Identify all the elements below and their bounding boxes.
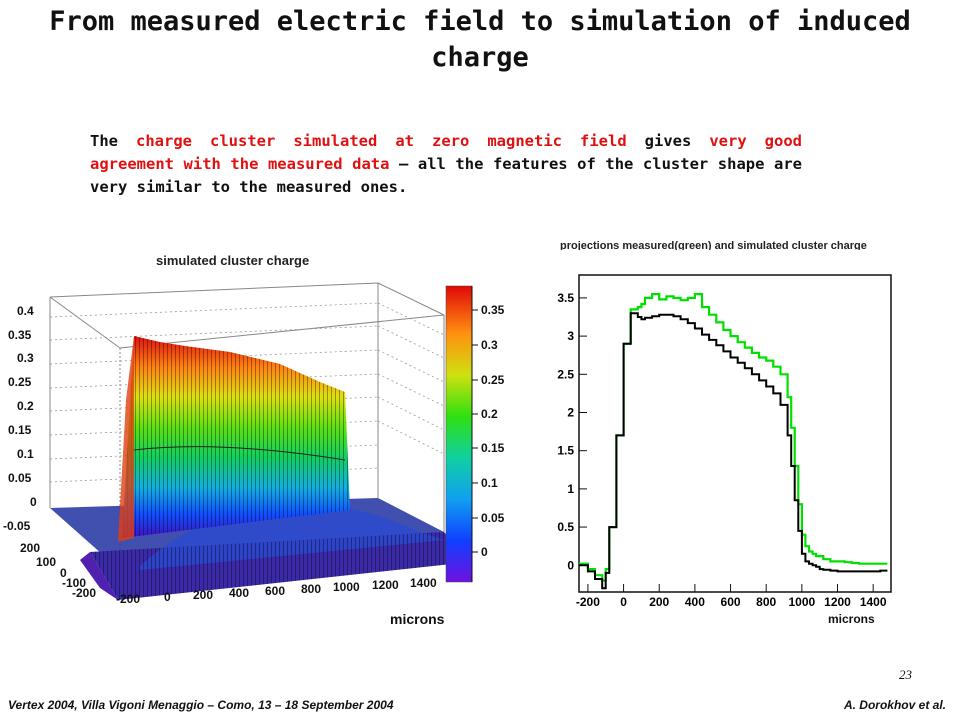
y-tick-label: 3.5 (557, 291, 574, 305)
surface-grid (49, 302, 445, 483)
color-palette (445, 285, 473, 583)
surface-zaxis-label: 0.35 (8, 328, 32, 342)
surface-yaxis-label: -100 (62, 576, 87, 590)
page-number: 23 (899, 667, 912, 682)
projection-chart: 3.5 3 2.5 2 1.5 1 0.5 0 -200 0 200 400 600 800 1000 120… (540, 250, 920, 630)
x-tick-label: 200 (649, 595, 669, 609)
surface-zaxis-label: 0.05 (8, 471, 32, 485)
y-tick-label: 0 (567, 558, 574, 572)
simulated-series-line (579, 312, 888, 590)
surface-frame (49, 282, 445, 560)
surface-yaxis-label: 100 (36, 555, 57, 569)
surface-zaxis-label: 0 (30, 495, 37, 509)
y-tick-label: 1 (567, 482, 574, 496)
para-highlight-1: charge cluster simulated at zero magneti… (136, 132, 627, 150)
surface-xaxis-label: 1200 (372, 578, 399, 592)
footer-authors: A. Dorokhov et al. (843, 698, 946, 712)
surface-xaxis-title: microns (390, 611, 445, 627)
para-highlight-2: very good agreement with the measured da… (90, 132, 802, 173)
x-tick-label: 1200 (824, 595, 851, 609)
surface-yaxis-label: -200 (72, 586, 97, 600)
palette-axis (471, 286, 478, 582)
surface-zaxis-label: 0.2 (17, 399, 34, 413)
palette-label: 0.35 (481, 303, 505, 317)
surface-xaxis-label: 800 (301, 582, 322, 596)
surface-zaxis-label: -0.05 (3, 519, 31, 533)
y-tick-label: 3 (567, 329, 574, 343)
surface-zaxis-label: 0.3 (17, 351, 34, 365)
surface-zaxis-label: 0.15 (8, 423, 32, 437)
surface-xaxis-label: 200 (193, 588, 214, 602)
surface-xaxis-label: 1400 (410, 576, 437, 590)
surface-xaxis-label: 1000 (333, 580, 360, 594)
surface-yaxis-label: 200 (20, 541, 41, 555)
palette-label: 0.3 (481, 338, 498, 352)
y-tick-label: 1.5 (557, 444, 574, 458)
surface-charge-slab-stripes (122, 336, 350, 538)
surface-zaxis-label: 0.4 (17, 304, 34, 318)
surface-plot (49, 282, 478, 600)
description-paragraph: The charge cluster simulated at zero mag… (90, 130, 802, 199)
x-tick-label: 1000 (789, 595, 816, 609)
surface-zaxis-label: 0.25 (8, 375, 32, 389)
surface-front-bars (90, 532, 470, 600)
x-tick-label: -200 (576, 595, 600, 609)
palette-label: 0 (481, 545, 488, 559)
para-part-1: The (90, 132, 137, 150)
projection-xaxis-title: microns (828, 612, 875, 626)
surface-yaxis-label: 0 (60, 566, 67, 580)
palette-label: 0.25 (481, 373, 505, 387)
palette-label: 0.2 (481, 407, 498, 421)
surface-zaxis-label: 0.1 (17, 447, 34, 461)
palette-label: 0.1 (481, 476, 498, 490)
palette-label: 0.15 (481, 441, 505, 455)
surface-floor-side (80, 552, 118, 600)
right-chart-title: projections measured(green) and simulate… (560, 240, 867, 252)
y-tick-label: 2 (567, 405, 574, 419)
slide-title: From measured electric field to simulati… (49, 6, 911, 73)
surface-charge-side (118, 336, 134, 542)
chart-axes: 3.5 3 2.5 2 1.5 1 0.5 0 -200 0 200 400 600 800 1000 120… (557, 291, 887, 609)
plot-frame (578, 274, 892, 593)
para-part-3: gives (626, 132, 710, 150)
x-tick-label: 600 (721, 595, 741, 609)
surface-contour (133, 446, 346, 461)
x-tick-label: 1400 (860, 595, 887, 609)
y-tick-label: 0.5 (557, 520, 574, 534)
para-part-5: – all the features of the cluster shape … (90, 155, 802, 196)
surface-xaxis-label: 0 (164, 590, 171, 604)
surface-xaxis-label: 400 (229, 586, 250, 600)
y-tick-label: 2.5 (557, 367, 574, 381)
x-tick-label: 400 (685, 595, 705, 609)
x-tick-label: 0 (620, 595, 627, 609)
left-chart-title: simulated cluster charge (156, 253, 310, 268)
x-tick-label: 800 (756, 595, 776, 609)
footer-conference: Vertex 2004, Villa Vigoni Menaggio – Com… (8, 698, 394, 712)
surface-xaxis-label: 600 (265, 584, 286, 598)
surface-xaxis-label: -200 (116, 592, 141, 606)
palette-label: 0.05 (481, 511, 505, 525)
